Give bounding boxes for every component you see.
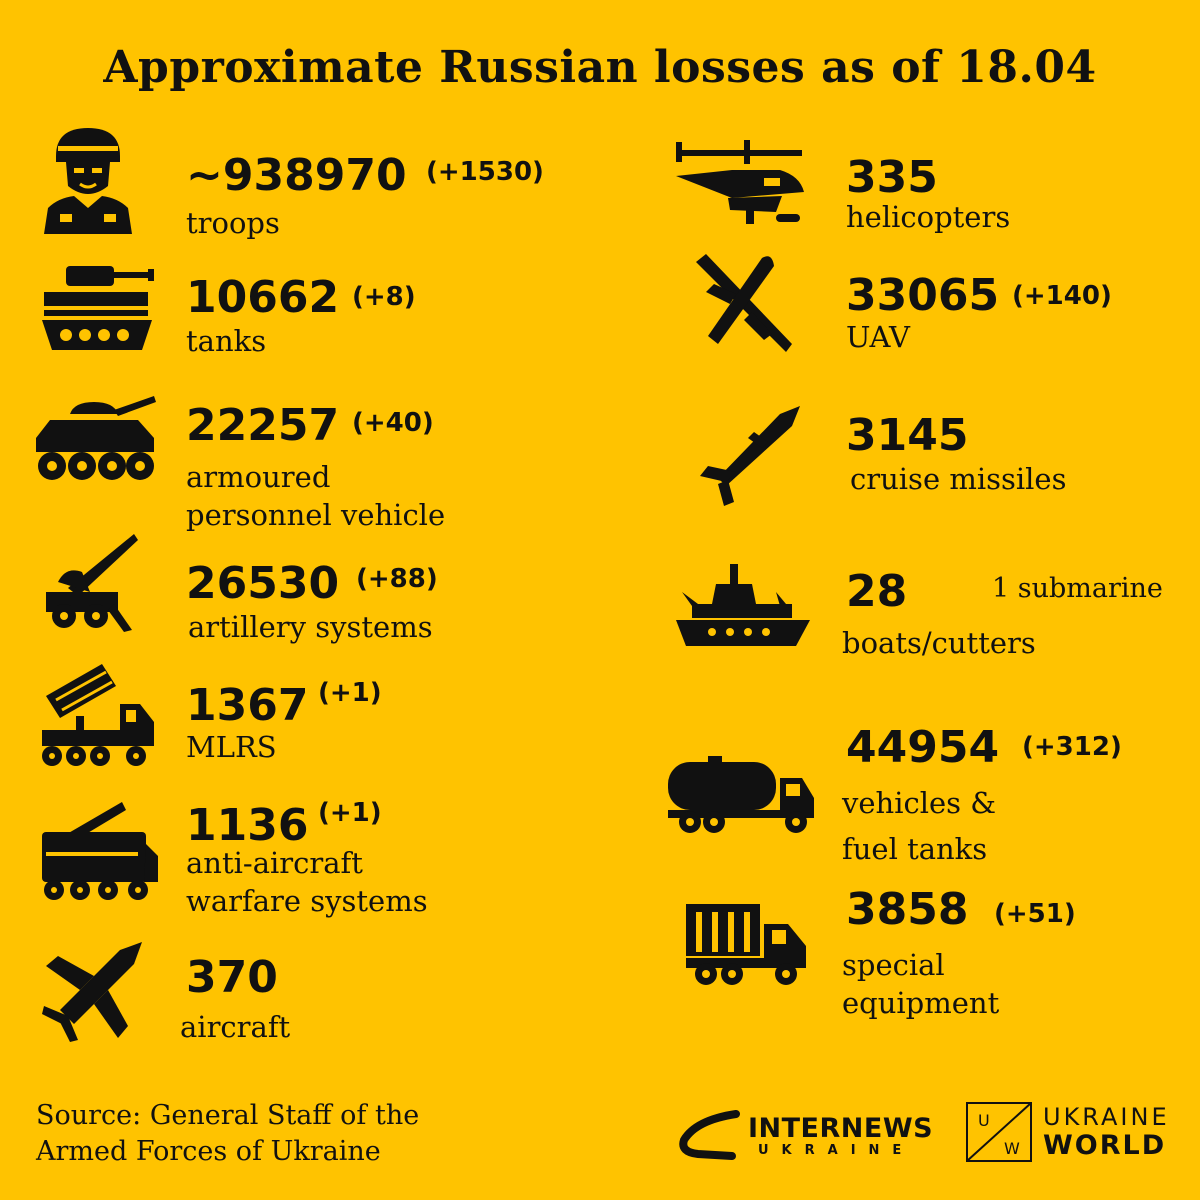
label-aircraft: aircraft xyxy=(180,1010,291,1044)
delta-troops: (+1530) xyxy=(426,157,544,187)
uw-mark-w: W xyxy=(1004,1139,1020,1158)
label-apv-line2: personnel vehicle xyxy=(186,498,446,532)
internews-logo-mark xyxy=(676,1110,744,1166)
value-mlrs: 1367 xyxy=(186,680,309,731)
tank-icon xyxy=(38,262,158,354)
value-special-equipment: 3858 xyxy=(846,884,969,935)
delta-mlrs: (+1) xyxy=(318,678,382,708)
delta-anti-aircraft: (+1) xyxy=(318,798,382,828)
uw-mark-u: U xyxy=(978,1111,990,1130)
armoured-vehicle-icon xyxy=(30,394,160,486)
ukraine-world-line2: WORLD xyxy=(1043,1130,1167,1161)
delta-apv: (+40) xyxy=(352,408,434,438)
drone-icon xyxy=(688,248,800,356)
anti-aircraft-icon xyxy=(38,798,162,902)
value-troops: ~938970 xyxy=(186,150,407,201)
internews-logo-subtext: UKRAINE xyxy=(758,1143,915,1158)
source-line1: Source: General Staff of the xyxy=(36,1100,420,1131)
label-apv-line1: armoured xyxy=(186,460,331,494)
label-vehicles-line1: vehicles & xyxy=(842,786,997,820)
value-uav: 33065 xyxy=(846,270,1000,321)
label-special-line2: equipment xyxy=(842,986,1000,1020)
soldier-icon xyxy=(38,122,138,234)
internews-logo-text: INTERNEWS xyxy=(748,1113,934,1144)
missile-icon xyxy=(696,402,806,506)
ukraine-world-line1: UKRAINE xyxy=(1043,1103,1170,1131)
label-cruise-missiles: cruise missiles xyxy=(850,462,1067,496)
label-vehicles-line2: fuel tanks xyxy=(842,832,988,866)
label-helicopters: helicopters xyxy=(846,200,1011,234)
helicopter-icon xyxy=(672,136,812,232)
label-boats: boats/cutters xyxy=(842,626,1036,660)
value-helicopters: 335 xyxy=(846,152,938,203)
delta-special-equipment: (+51) xyxy=(994,899,1076,929)
label-tanks: tanks xyxy=(186,324,267,358)
note-submarine: 1 submarine xyxy=(992,573,1163,604)
value-artillery: 26530 xyxy=(186,558,340,609)
mlrs-icon xyxy=(36,660,158,772)
delta-tanks: (+8) xyxy=(352,282,416,312)
label-anti-aircraft-line2: warfare systems xyxy=(186,884,428,918)
value-cruise-missiles: 3145 xyxy=(846,410,969,461)
delta-uav: (+140) xyxy=(1012,281,1112,311)
value-aircraft: 370 xyxy=(186,952,278,1003)
label-special-line1: special xyxy=(842,948,945,982)
label-mlrs: MLRS xyxy=(186,730,277,764)
label-uav: UAV xyxy=(846,320,910,354)
value-tanks: 10662 xyxy=(186,272,340,323)
fuel-truck-icon xyxy=(664,754,816,838)
value-boats: 28 xyxy=(846,566,908,617)
label-artillery: artillery systems xyxy=(188,610,433,644)
value-vehicles: 44954 xyxy=(846,722,1000,773)
delta-vehicles: (+312) xyxy=(1022,732,1122,762)
source-line2: Armed Forces of Ukraine xyxy=(36,1136,381,1167)
value-anti-aircraft: 1136 xyxy=(186,800,309,851)
delta-artillery: (+88) xyxy=(356,564,438,594)
value-apv: 22257 xyxy=(186,400,340,451)
artillery-icon xyxy=(38,530,148,634)
jet-icon xyxy=(38,936,148,1046)
label-anti-aircraft-line1: anti-aircraft xyxy=(186,846,363,880)
source-note: Source: General Staff of the Armed Force… xyxy=(36,1098,419,1170)
page-title: Approximate Russian losses as of 18.04 xyxy=(103,42,1097,93)
warship-icon xyxy=(672,564,814,654)
special-truck-icon xyxy=(684,902,810,990)
ukraine-world-logo-mark: U W xyxy=(966,1102,1032,1166)
label-troops: troops xyxy=(186,206,280,240)
